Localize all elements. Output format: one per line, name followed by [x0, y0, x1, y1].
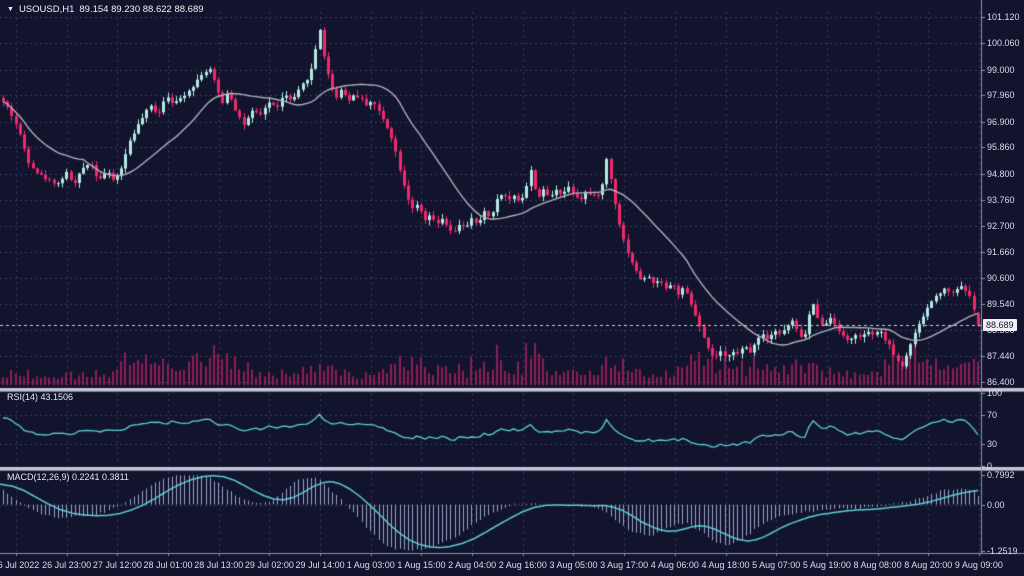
price-axis-label: 101.120	[987, 12, 1020, 22]
time-axis-label: 3 Aug 17:00	[600, 560, 649, 570]
price-axis-label: 90.600	[987, 272, 1015, 283]
macd-axis-label: -1.2519	[987, 546, 1018, 556]
macd-axis-label: 0.7992	[987, 470, 1015, 480]
time-axis-label: 1 Aug 03:00	[346, 560, 395, 570]
price-axis-label: 87.440	[987, 351, 1015, 362]
time-axis-label: 9 Aug 09:00	[954, 560, 1003, 570]
price-axis-label: 97.960	[987, 90, 1015, 101]
current-price-label: 88.689	[983, 319, 1017, 332]
symbol-period-label: USOUSD,H1	[18, 4, 75, 15]
price-axis-label: 95.860	[987, 142, 1015, 153]
price-axis-label: 94.800	[987, 168, 1015, 179]
price-axis-label: 93.760	[987, 194, 1015, 205]
price-axis-label: 99.000	[987, 64, 1015, 75]
time-axis-label: 28 Jul 01:00	[143, 560, 193, 570]
price-axis-label: 91.660	[987, 246, 1015, 257]
time-axis-label: 29 Jul 02:00	[244, 560, 294, 570]
time-axis-label: 26 Jul 2022	[0, 560, 40, 570]
time-axis-label: 8 Aug 08:00	[853, 560, 902, 570]
time-axis-label: 4 Aug 18:00	[701, 560, 750, 570]
time-axis-label: 2 Aug 04:00	[448, 560, 497, 570]
price-axis-label: 86.400	[987, 377, 1015, 387]
rsi-indicator-label: RSI(14) 43.1506	[7, 392, 74, 402]
chart-dropdown-icon[interactable]: ▼	[7, 6, 14, 13]
time-axis-label: 5 Aug 07:00	[752, 560, 801, 570]
time-axis-label: 3 Aug 05:00	[549, 560, 598, 570]
price-axis-label: 100.060	[987, 38, 1020, 49]
time-axis-label: 4 Aug 06:00	[650, 560, 699, 570]
time-axis-label: 2 Aug 16:00	[498, 560, 547, 570]
macd-indicator-label: MACD(12,26,9) 0.2241 0.3811	[7, 472, 129, 482]
rsi-axis-label: 100	[987, 388, 1003, 398]
time-axis-label: 27 Jul 12:00	[92, 560, 142, 570]
time-axis-label: 29 Jul 14:00	[295, 560, 345, 570]
rsi-axis-label: 0	[987, 461, 993, 471]
ohlc-readout: 89.154 89.230 88.622 88.689	[79, 4, 204, 15]
time-axis-label: 26 Jul 23:00	[42, 560, 92, 570]
rsi-axis-label: 30	[987, 439, 998, 450]
time-axis-label: 1 Aug 15:00	[397, 560, 446, 570]
price-axis-label: 96.900	[987, 116, 1015, 127]
time-axis-label: 5 Aug 19:00	[802, 560, 851, 570]
price-axis-label: 89.540	[987, 299, 1015, 310]
price-axis-label: 92.700	[987, 220, 1015, 231]
macd-axis-label: 0.00	[987, 499, 1005, 510]
symbol-title: ▼ USOUSD,H1 89.154 89.230 88.622 88.689	[7, 4, 204, 15]
rsi-axis-label: 70	[987, 409, 998, 420]
time-axis-label: 8 Aug 20:00	[904, 560, 953, 570]
time-axis-label: 28 Jul 13:00	[194, 560, 244, 570]
